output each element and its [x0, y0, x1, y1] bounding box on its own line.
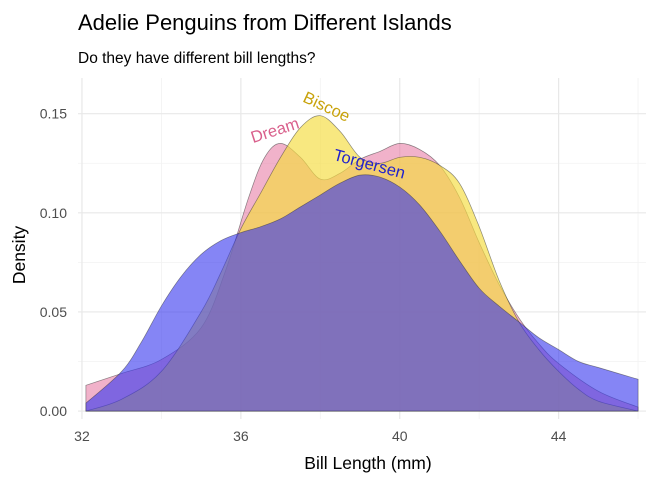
y-tick-label: 0.10 [40, 205, 67, 221]
chart-subtitle: Do they have different bill lengths? [78, 50, 316, 67]
y-tick-label: 0.15 [40, 106, 67, 122]
y-tick-label: 0.00 [40, 403, 67, 419]
density-area-torgersen [85, 174, 639, 412]
density-areas [85, 115, 639, 412]
tick-labels: 32 36 40 44 0.00 0.05 0.10 0.15 [40, 106, 567, 444]
y-axis-title: Density [9, 226, 29, 285]
x-tick-label: 44 [551, 428, 567, 444]
x-tick-label: 36 [233, 428, 249, 444]
y-tick-label: 0.05 [40, 304, 67, 320]
x-tick-label: 40 [392, 428, 408, 444]
x-axis-title: Bill Length (mm) [304, 453, 431, 473]
x-tick-label: 32 [74, 428, 90, 444]
chart-title: Adelie Penguins from Different Islands [78, 10, 452, 35]
